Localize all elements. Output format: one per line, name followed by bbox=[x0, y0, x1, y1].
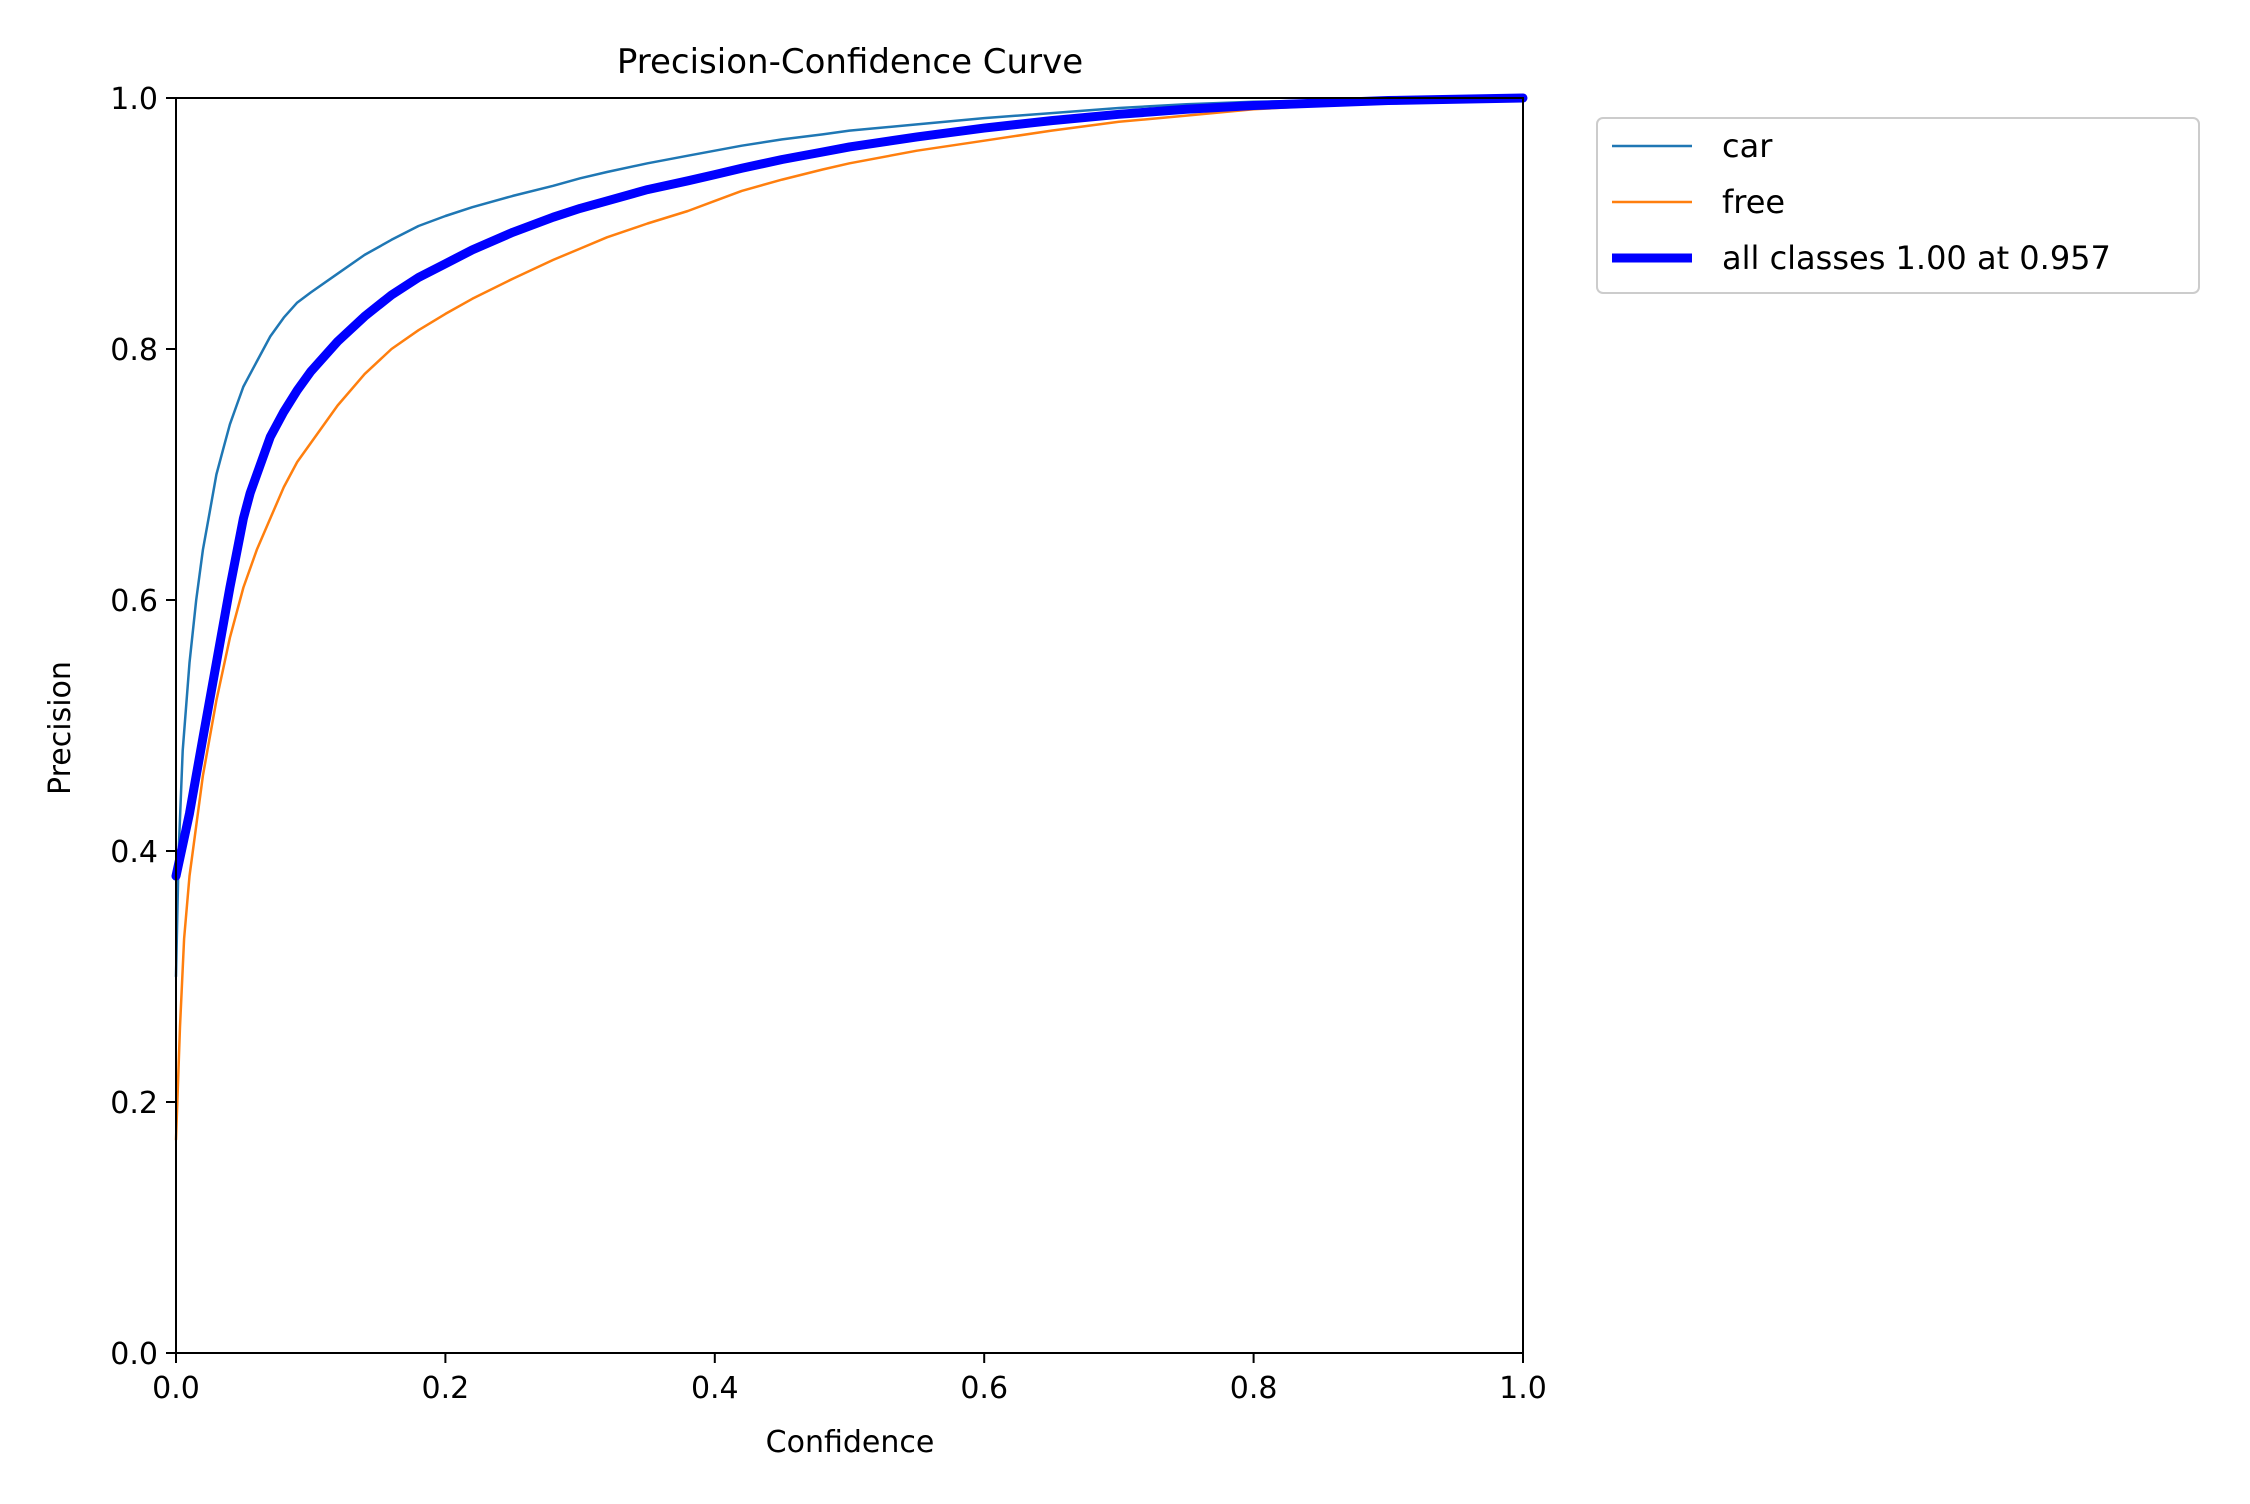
legend-items: car free all classes 1.00 at 0.957 bbox=[1612, 127, 2111, 277]
x-tick-label: 0.6 bbox=[960, 1371, 1008, 1406]
x-tick-label: 0.8 bbox=[1230, 1371, 1278, 1406]
y-tick-label: 0.8 bbox=[110, 333, 158, 368]
x-tick-label: 0.4 bbox=[691, 1371, 739, 1406]
x-tick-label: 0.0 bbox=[152, 1371, 200, 1406]
legend-label-free: free bbox=[1722, 183, 1785, 221]
legend: car free all classes 1.00 at 0.957 bbox=[1596, 117, 2200, 294]
y-tick-label: 0.6 bbox=[110, 584, 158, 619]
y-tick-label: 1.0 bbox=[110, 82, 158, 117]
plot-frame bbox=[175, 97, 1524, 1354]
series-line-car bbox=[174, 96, 1525, 978]
series-line-free bbox=[174, 96, 1525, 1141]
chart-title: Precision-Confidence Curve bbox=[617, 42, 1083, 82]
x-axis-ticks: 0.0 0.2 0.4 0.6 0.8 1.0 bbox=[152, 1353, 1547, 1406]
x-axis-label: Confidence bbox=[766, 1425, 935, 1460]
y-tick-label: 0.2 bbox=[110, 1086, 158, 1121]
legend-label-all-classes: all classes 1.00 at 0.957 bbox=[1722, 239, 2111, 277]
legend-label-car: car bbox=[1722, 127, 1773, 165]
x-tick-label: 1.0 bbox=[1499, 1371, 1547, 1406]
series-line-all-classes bbox=[171, 93, 1528, 881]
y-axis-ticks: 0.0 0.2 0.4 0.6 0.8 1.0 bbox=[110, 82, 176, 1372]
y-tick-label: 0.4 bbox=[110, 835, 158, 870]
legend-box bbox=[1596, 117, 2200, 294]
y-tick-label: 0.0 bbox=[110, 1337, 158, 1372]
x-tick-label: 0.2 bbox=[422, 1371, 470, 1406]
y-axis-label: Precision bbox=[43, 661, 78, 795]
series-layer bbox=[171, 93, 1528, 1141]
